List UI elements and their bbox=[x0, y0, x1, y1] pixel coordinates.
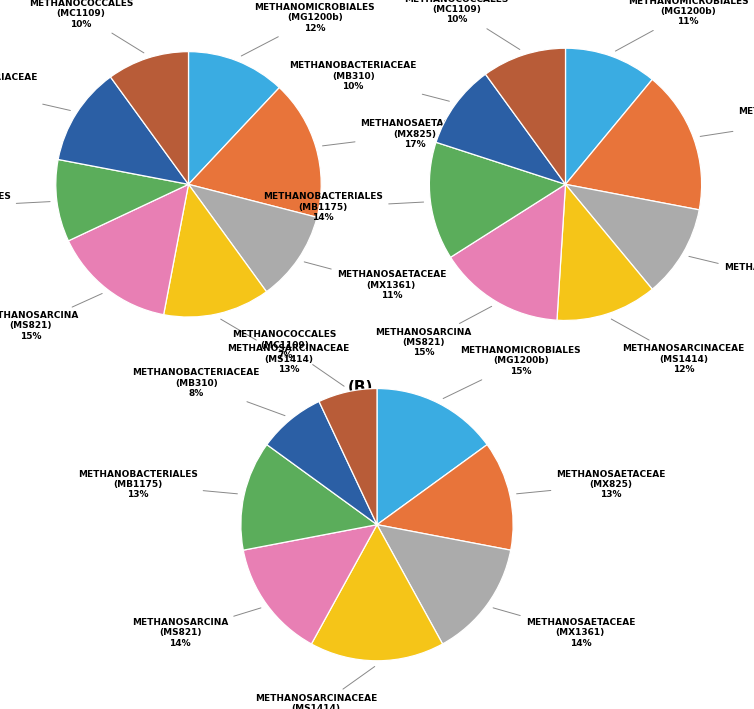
Wedge shape bbox=[451, 184, 566, 320]
Wedge shape bbox=[566, 184, 699, 289]
Wedge shape bbox=[244, 525, 377, 644]
Wedge shape bbox=[311, 525, 443, 661]
Text: METHANOSARCINACEAE
(MS1414)
13%: METHANOSARCINACEAE (MS1414) 13% bbox=[221, 319, 350, 374]
Wedge shape bbox=[566, 79, 702, 210]
Wedge shape bbox=[111, 52, 188, 184]
Wedge shape bbox=[267, 401, 377, 525]
Text: METHANOCOCCALES
(MC1109)
10%: METHANOCOCCALES (MC1109) 10% bbox=[29, 0, 144, 53]
Wedge shape bbox=[436, 74, 566, 184]
Text: METHANOSAETACEAE
(MX825)
17%: METHANOSAETACEAE (MX825) 17% bbox=[700, 107, 754, 137]
Wedge shape bbox=[429, 143, 566, 257]
Wedge shape bbox=[486, 48, 566, 184]
Wedge shape bbox=[377, 445, 513, 550]
Wedge shape bbox=[377, 525, 510, 644]
Wedge shape bbox=[188, 88, 321, 218]
Text: METHANOCOCCALES
(MC1109)
7%: METHANOCOCCALES (MC1109) 7% bbox=[232, 330, 344, 386]
Wedge shape bbox=[377, 389, 487, 525]
Text: METHANOSAETACEAE
(MX825)
17%: METHANOSAETACEAE (MX825) 17% bbox=[323, 119, 470, 150]
Text: METHANOBACTERIALES
(MB1175)
13%: METHANOBACTERIALES (MB1175) 13% bbox=[78, 469, 238, 499]
Text: METHANOSAETACEAE
(MX1361)
11%: METHANOSAETACEAE (MX1361) 11% bbox=[689, 257, 754, 293]
Wedge shape bbox=[188, 52, 279, 184]
Text: METHANOBACTERIACEAE
(MB310)
8%: METHANOBACTERIACEAE (MB310) 8% bbox=[133, 368, 285, 415]
Text: (A): (A) bbox=[0, 375, 2, 390]
Wedge shape bbox=[188, 184, 317, 291]
Wedge shape bbox=[56, 160, 188, 241]
Text: METHANOSARCINA
(MS821)
14%: METHANOSARCINA (MS821) 14% bbox=[132, 608, 261, 647]
Text: METHANOSARCINA
(MS821)
15%: METHANOSARCINA (MS821) 15% bbox=[375, 306, 492, 357]
Wedge shape bbox=[557, 184, 652, 320]
Wedge shape bbox=[241, 445, 377, 550]
Wedge shape bbox=[69, 184, 188, 315]
Text: METHANOMICROBIALES
(MG1200b)
15%: METHANOMICROBIALES (MG1200b) 15% bbox=[443, 346, 581, 398]
Text: (B): (B) bbox=[348, 380, 373, 396]
Wedge shape bbox=[58, 77, 188, 184]
Text: METHANOCOCCALES
(MC1109)
10%: METHANOCOCCALES (MC1109) 10% bbox=[404, 0, 520, 50]
Text: METHANOBACTERIACEAE
(MB310)
10%: METHANOBACTERIACEAE (MB310) 10% bbox=[290, 62, 449, 101]
Text: METHANOSARCINACEAE
(MS1414)
12%: METHANOSARCINACEAE (MS1414) 12% bbox=[611, 319, 744, 374]
Text: METHANOMICROBIALES
(MG1200b)
11%: METHANOMICROBIALES (MG1200b) 11% bbox=[615, 0, 749, 51]
Text: METHANOSAETACEAE
(MX825)
13%: METHANOSAETACEAE (MX825) 13% bbox=[516, 469, 666, 499]
Wedge shape bbox=[319, 389, 377, 525]
Wedge shape bbox=[566, 48, 652, 184]
Text: METHANOSAETACEAE
(MX1361)
14%: METHANOSAETACEAE (MX1361) 14% bbox=[493, 608, 635, 647]
Text: METHANOSARCINACEAE
(MS1414)
16%: METHANOSARCINACEAE (MS1414) 16% bbox=[255, 666, 377, 709]
Text: METHANOSARCINA
(MS821)
15%: METHANOSARCINA (MS821) 15% bbox=[0, 294, 103, 341]
Text: METHANOSAETACEAE
(MX1361)
11%: METHANOSAETACEAE (MX1361) 11% bbox=[304, 262, 446, 300]
Text: METHANOBACTERIALES
(MB1175)
14%: METHANOBACTERIALES (MB1175) 14% bbox=[263, 192, 424, 223]
Text: METHANOBACTERIACEAE
(MB310)
12%: METHANOBACTERIACEAE (MB310) 12% bbox=[0, 74, 70, 111]
Text: METHANOMICROBIALES
(MG1200b)
12%: METHANOMICROBIALES (MG1200b) 12% bbox=[241, 3, 375, 56]
Text: METHANOBACTERIALES
(MB1175)
10%: METHANOBACTERIALES (MB1175) 10% bbox=[0, 192, 50, 222]
Wedge shape bbox=[164, 184, 266, 317]
